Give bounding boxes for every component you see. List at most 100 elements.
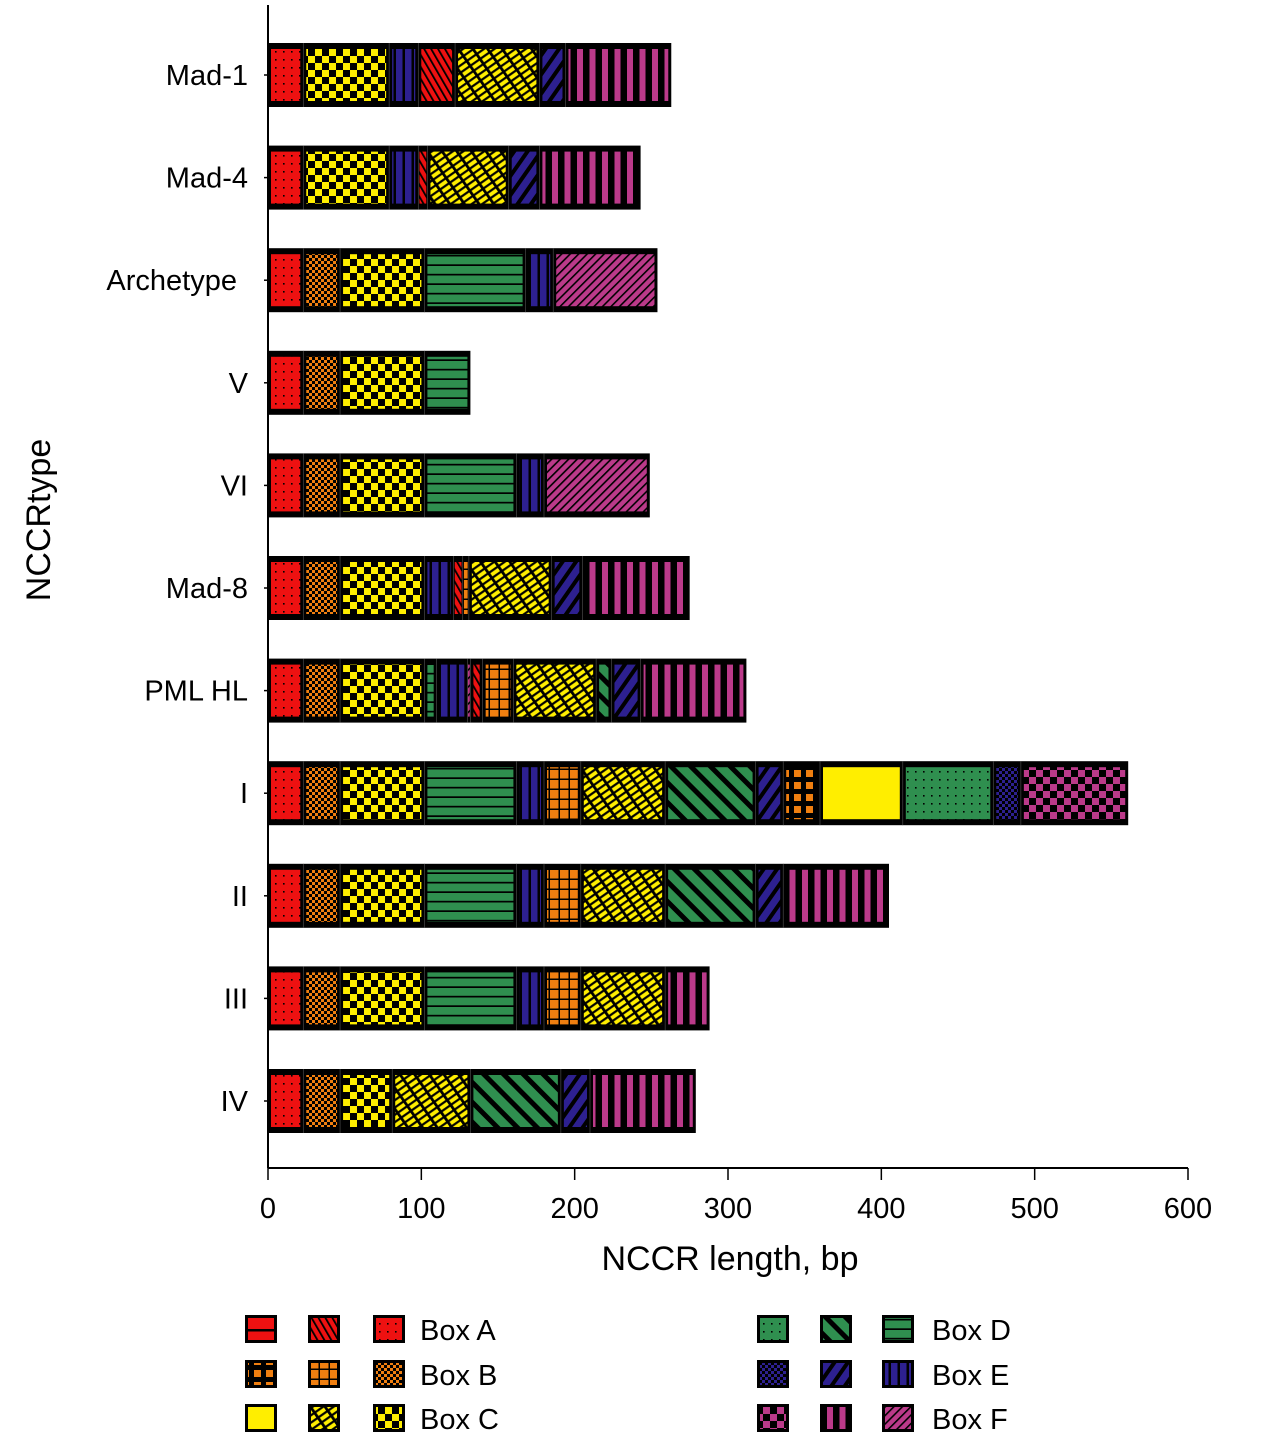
bar-segment-box-d-hlines xyxy=(427,254,523,307)
bar-segment-box-c-check xyxy=(343,562,422,614)
bar-segment-box-c-brick xyxy=(430,151,506,204)
bar-segment-box-f-diag-up-fine xyxy=(556,254,655,307)
bar-segment-box-e-vlines xyxy=(392,151,416,204)
legend-label: Box F xyxy=(932,1404,1008,1436)
bar-segment-box-b-grid xyxy=(547,767,578,820)
bar-segment-box-e-vlines xyxy=(519,767,541,820)
bar-segment-box-f-diag-up-fine xyxy=(467,664,470,717)
bar-segment-box-e-vlines xyxy=(439,664,465,717)
bar-segment-box-f-vbars xyxy=(568,49,669,101)
bar-segment-box-a-dots xyxy=(271,972,301,1025)
legend-swatch-diag-up-fine xyxy=(885,1407,911,1429)
bar-segment-box-c-check xyxy=(343,1075,390,1127)
legend: Box A Box B Box C Box D Box E Box F xyxy=(245,1315,1011,1436)
bar-segment-box-f-vbars xyxy=(668,972,707,1025)
bar-segment-box-a-diag-fine xyxy=(454,562,462,614)
x-tick-label: 500 xyxy=(1010,1193,1058,1225)
bar-segment-box-f-vbars xyxy=(786,869,886,922)
bar-segment-box-c-brick xyxy=(395,1075,468,1127)
bar-segment-box-f-diag-up-fine xyxy=(547,459,647,512)
bar-segment-box-a-diag-fine xyxy=(473,664,480,717)
bar-segment-box-b-grid xyxy=(547,972,578,1025)
y-tick-label: VI xyxy=(221,470,248,502)
legend-item-box-d: Box D xyxy=(757,1315,1011,1347)
bar-segment-box-b-check-small xyxy=(306,254,338,307)
legend-swatch-diag-fine xyxy=(311,1318,337,1340)
bar-segment-box-a-dots xyxy=(271,254,301,307)
bar-segment-box-c-check xyxy=(343,767,422,820)
bar-pml-hl xyxy=(268,658,747,723)
bar-segment-box-c-brick xyxy=(583,869,663,922)
legend-swatch-vlines xyxy=(885,1363,911,1385)
legend-item-box-a: Box A xyxy=(245,1315,496,1347)
legend-swatch-hlines xyxy=(885,1318,911,1340)
bar-segment-box-c-brick xyxy=(516,664,594,717)
bar-segment-box-b-check-small xyxy=(306,1075,338,1127)
bar-ii xyxy=(268,863,889,928)
legend-item-box-b: Box B xyxy=(245,1360,497,1392)
bar-segment-box-d-diag-wide xyxy=(668,869,753,922)
y-tick-label: III xyxy=(224,983,248,1015)
bar-segment-box-d-diag-wide xyxy=(599,664,609,717)
bar-segment-box-e-diag-up xyxy=(614,664,638,717)
bar-segment-box-c-brick xyxy=(583,767,663,820)
bar-segment-box-c-check xyxy=(343,356,422,409)
legend-item-box-e: Box E xyxy=(757,1360,1009,1392)
bar-segment-box-c-brick xyxy=(458,49,537,101)
bar-segment-box-c-check xyxy=(306,151,387,204)
bar-segment-box-e-diag-up xyxy=(563,1075,587,1127)
bar-segment-box-b-check-small xyxy=(306,562,338,614)
bar-segment-box-e-diag-up xyxy=(758,869,781,922)
bar-archetype xyxy=(268,248,658,313)
bar-mad-8 xyxy=(268,556,690,620)
bar-segment-box-e-vlines xyxy=(528,254,551,307)
bar-segment-box-b-grid xyxy=(463,562,468,614)
bar-segment-box-d-hlines xyxy=(427,869,514,922)
bar-segment-box-c-check xyxy=(343,972,422,1025)
legend-swatch-check xyxy=(376,1407,402,1429)
bar-segment-box-c-check xyxy=(343,869,422,922)
bar-segment-box-b-grid xyxy=(485,664,511,717)
bar-segment-box-a-dots xyxy=(271,1075,301,1127)
legend-swatch-grid xyxy=(311,1363,337,1385)
bar-segment-box-e-diag-up xyxy=(542,49,563,101)
x-ticks: 0 100 200 300 400 500 600 xyxy=(260,1168,1212,1225)
bar-segment-box-e-diag-up xyxy=(511,151,537,204)
bar-segment-box-f-vbars xyxy=(542,151,638,204)
bar-segment-box-b-check-small xyxy=(306,869,338,922)
bar-vi xyxy=(268,453,650,518)
y-tick-label: Mad-8 xyxy=(166,573,248,605)
bar-segment-box-a-dots xyxy=(271,562,301,614)
bar-segment-box-f-vbars xyxy=(643,664,744,717)
legend-label: Box C xyxy=(420,1404,499,1436)
bar-iii xyxy=(268,966,710,1031)
bar-segment-box-b-check-small xyxy=(306,767,338,820)
bar-segment-box-b-check-small xyxy=(306,664,338,717)
bar-segment-box-a-dots xyxy=(271,664,301,717)
y-tick-label: Mad-4 xyxy=(166,163,248,195)
y-tick-label: Archetype xyxy=(106,265,237,297)
bar-segment-box-c-check xyxy=(306,49,387,101)
y-tick-label: Mad-1 xyxy=(166,60,248,92)
bar-segment-box-a-dots xyxy=(271,767,301,820)
y-tick-label: II xyxy=(232,881,248,913)
bar-segment-box-d-diag-wide xyxy=(473,1075,558,1127)
legend-label: Box A xyxy=(420,1315,496,1347)
y-tick-label: I xyxy=(240,778,248,810)
legend-swatch-solid xyxy=(248,1407,274,1429)
bar-segment-box-e-diag-up xyxy=(758,767,781,820)
legend-swatch-diag-up xyxy=(823,1363,849,1385)
y-axis-label: NCCRtype xyxy=(20,439,58,601)
bar-segment-box-f-check xyxy=(1023,767,1126,820)
bar-segment-box-e-vlines xyxy=(519,869,541,922)
bar-segment-box-d-hlines xyxy=(427,664,434,717)
bar-segment-box-b-check-small xyxy=(306,356,338,409)
bar-segment-box-d-hlines xyxy=(427,767,514,820)
bar-segment-box-e-vlines xyxy=(427,562,451,614)
bar-v xyxy=(268,350,471,415)
y-tick-label: PML HL xyxy=(144,676,248,708)
bar-segment-box-d-hlines xyxy=(427,972,514,1025)
legend-label: Box D xyxy=(932,1315,1011,1347)
